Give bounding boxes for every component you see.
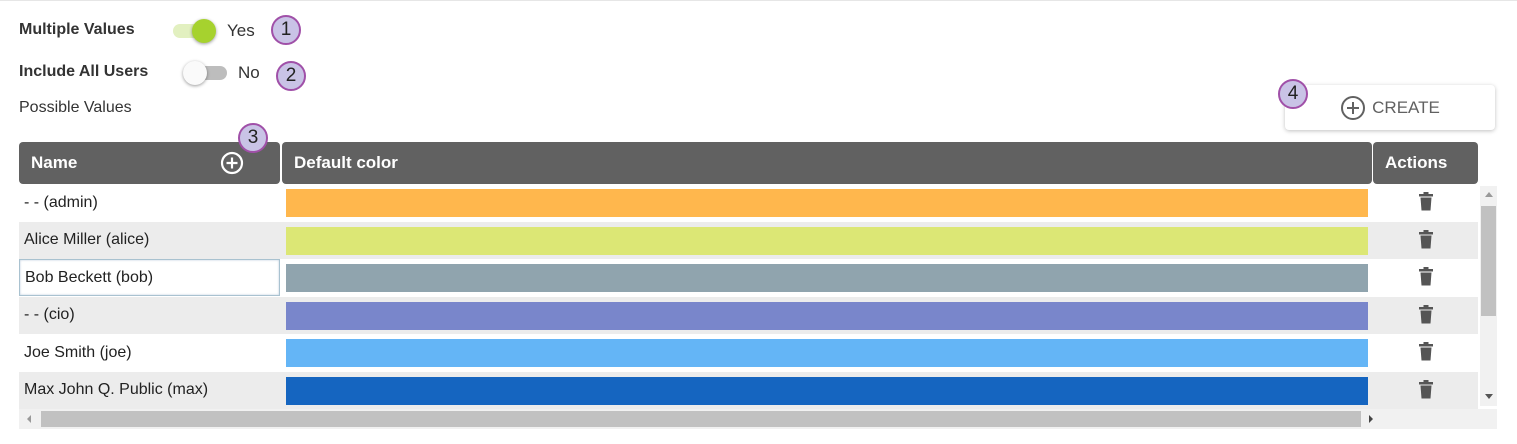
table-row[interactable]: Joe Smith (joe) <box>19 334 1478 371</box>
value-name-cell[interactable]: - - (cio) <box>24 306 75 323</box>
vertical-scrollbar-thumb[interactable] <box>1481 206 1496 316</box>
default-color-column-header[interactable]: Default color <box>282 142 1372 184</box>
name-header-label: Name <box>31 153 78 172</box>
table-row[interactable]: Alice Miller (alice) <box>19 221 1478 259</box>
value-name-cell[interactable]: Alice Miller (alice) <box>24 231 150 248</box>
delete-trash-icon[interactable] <box>1419 229 1433 249</box>
include-all-users-toggle[interactable] <box>183 61 227 85</box>
value-name-cell[interactable]: Max John Q. Public (max) <box>24 381 209 398</box>
default-color-swatch[interactable] <box>286 376 1368 405</box>
scroll-right-arrow-icon[interactable] <box>1369 415 1373 423</box>
possible-values-label: Possible Values <box>19 99 132 116</box>
annotation-badge-2: 2 <box>276 61 306 91</box>
annotation-badge-1: 1 <box>271 15 301 45</box>
multiple-values-label: Multiple Values <box>19 21 135 38</box>
horizontal-scrollbar-thumb[interactable] <box>41 411 1361 427</box>
value-name-cell[interactable]: Bob Beckett (bob) <box>19 259 280 296</box>
delete-trash-icon[interactable] <box>1419 342 1433 361</box>
delete-trash-icon[interactable] <box>1419 379 1433 399</box>
value-name-cell[interactable]: - - (admin) <box>24 193 98 211</box>
multiple-values-state: Yes <box>227 21 255 40</box>
table-row[interactable]: - - (admin) <box>19 184 1478 221</box>
plus-circle-icon <box>1341 95 1366 120</box>
add-value-icon[interactable] <box>220 151 244 175</box>
scroll-left-arrow-icon[interactable] <box>27 415 31 423</box>
scroll-down-arrow-icon[interactable] <box>1485 394 1493 399</box>
default-color-swatch[interactable] <box>286 301 1368 330</box>
create-button-label: CREATE <box>1372 97 1440 117</box>
include-all-users-state: No <box>238 63 260 82</box>
annotation-badge-4: 4 <box>1278 79 1308 109</box>
actions-column-header: Actions <box>1373 142 1478 184</box>
name-column-header[interactable]: Name <box>19 142 280 184</box>
table-row[interactable]: Max John Q. Public (max) <box>19 371 1478 409</box>
value-name-cell[interactable]: Joe Smith (joe) <box>24 343 132 361</box>
scroll-up-arrow-icon[interactable] <box>1485 192 1493 197</box>
annotation-badge-3: 3 <box>238 123 268 153</box>
default-color-swatch[interactable] <box>286 226 1368 255</box>
vertical-scrollbar[interactable] <box>1480 186 1497 406</box>
table-row[interactable]: Bob Beckett (bob) <box>19 259 1478 296</box>
create-button[interactable]: CREATE <box>1285 85 1495 130</box>
delete-trash-icon[interactable] <box>1419 192 1433 211</box>
default-color-swatch[interactable] <box>286 339 1368 367</box>
table-row[interactable]: - - (cio) <box>19 296 1478 334</box>
delete-trash-icon[interactable] <box>1419 267 1433 286</box>
default-color-swatch[interactable] <box>286 189 1368 217</box>
horizontal-scrollbar[interactable] <box>19 409 1497 429</box>
delete-trash-icon[interactable] <box>1419 304 1433 324</box>
include-all-users-label: Include All Users <box>19 63 149 80</box>
default-color-swatch[interactable] <box>286 264 1368 292</box>
multiple-values-toggle[interactable] <box>171 19 216 43</box>
